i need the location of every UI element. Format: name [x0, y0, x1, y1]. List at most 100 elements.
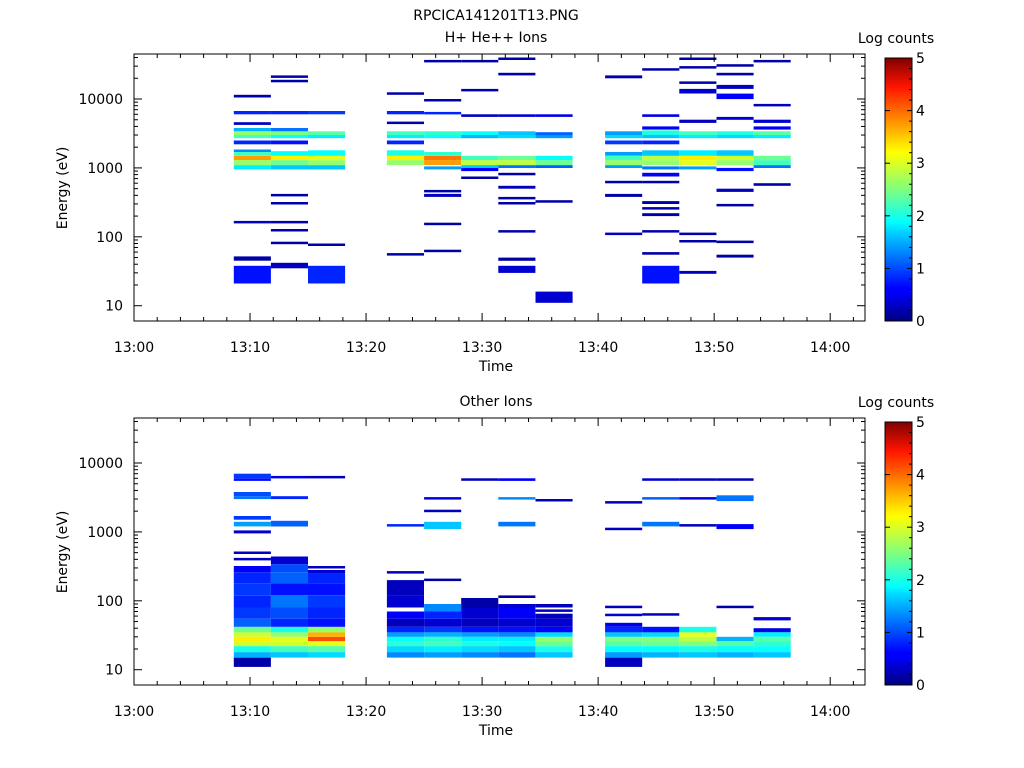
heatmap-cell [461, 114, 499, 117]
heatmap-cell [642, 265, 680, 284]
heatmap-cell [716, 636, 754, 642]
heatmap-cell [498, 155, 536, 161]
heatmap-cell [270, 241, 308, 245]
colorbar-tick-label: 1 [916, 625, 925, 641]
heatmap-cell [386, 111, 424, 115]
heatmap-cell [535, 636, 573, 642]
heatmap-cell [233, 111, 271, 115]
heatmap-cell [716, 93, 754, 100]
heatmap-cell [605, 605, 643, 609]
y-tick-label: 100 [96, 230, 123, 246]
heatmap-cell [535, 155, 573, 161]
heatmap-cell [679, 240, 717, 243]
heatmap-cell [642, 150, 680, 156]
heatmap-cell [642, 252, 680, 255]
heatmap-cell [308, 475, 346, 479]
heatmap-cell [308, 636, 346, 642]
heatmap-cell [270, 75, 308, 78]
heatmap-cell [270, 193, 308, 197]
heatmap-cell [753, 135, 791, 139]
heatmap-cell [461, 155, 499, 161]
heatmap-cell [679, 646, 717, 653]
heatmap-cell [642, 135, 680, 139]
heatmap-cell [270, 572, 308, 584]
heatmap-cell [270, 652, 308, 658]
heatmap-cell [386, 636, 424, 642]
heatmap-cell [424, 578, 462, 582]
heatmap-cell [642, 160, 680, 166]
heatmap-cell [498, 497, 536, 500]
heatmap-cell [233, 152, 271, 156]
heatmap-cell [461, 618, 499, 627]
heatmap-cell [424, 152, 462, 156]
heatmap-cell [642, 478, 680, 481]
heatmap-cell [679, 160, 717, 166]
heatmap-cell [753, 617, 791, 621]
heatmap-cell [605, 193, 643, 197]
heatmap-cell [233, 652, 271, 658]
y-tick-label: 1000 [87, 525, 123, 541]
heatmap-cell [233, 256, 271, 261]
heatmap-cell [270, 202, 308, 205]
heatmap-cell [461, 646, 499, 653]
heatmap-cell [535, 132, 573, 136]
y-axis-label: Energy (eV) [55, 147, 71, 230]
heatmap-cell [535, 646, 573, 653]
heatmap-cell [679, 636, 717, 642]
y-tick-label: 10 [105, 299, 123, 315]
colorbar-tick-label: 2 [916, 209, 925, 225]
x-tick-label: 13:00 [114, 704, 154, 720]
panel-title: H+ He++ Ions [445, 30, 548, 46]
heatmap-cell [270, 151, 308, 156]
heatmap-cell [498, 521, 536, 527]
heatmap-cell [679, 641, 717, 647]
heatmap-cell [642, 230, 680, 233]
heatmap-cell [498, 632, 536, 637]
heatmap-cell [233, 636, 271, 642]
heatmap-cell [461, 636, 499, 642]
heatmap-cell [753, 103, 791, 107]
heatmap-cell [498, 618, 536, 627]
heatmap-cell [716, 240, 754, 244]
heatmap-cell [753, 636, 791, 642]
x-tick-label: 13:20 [346, 704, 386, 720]
heatmap-cell [605, 232, 643, 236]
heatmap-cell [679, 626, 717, 633]
heatmap-cell [498, 57, 536, 60]
colorbar [884, 421, 913, 686]
heatmap-cell [498, 202, 536, 205]
heatmap-cell [716, 155, 754, 161]
heatmap-cell [642, 521, 680, 527]
heatmap-cell [233, 140, 271, 145]
heatmap-cell [605, 165, 643, 168]
heatmap-cell [535, 165, 573, 168]
heatmap-cell [679, 57, 717, 60]
heatmap-cell [716, 495, 754, 502]
heatmap-cell [642, 632, 680, 637]
heatmap-cell [753, 183, 791, 186]
colorbar [884, 57, 913, 322]
heatmap-cell [605, 180, 643, 184]
heatmap-cell [642, 126, 680, 130]
heatmap-cell [461, 607, 499, 619]
heatmap-cell [605, 75, 643, 79]
heatmap-cell [716, 64, 754, 67]
heatmap-cell [605, 160, 643, 166]
heatmap-cell [498, 265, 536, 273]
x-tick-label: 14:00 [810, 340, 850, 356]
heatmap-cell [753, 652, 791, 658]
heatmap-cell [498, 636, 536, 642]
heatmap-cell [753, 165, 791, 168]
heatmap-cell [605, 632, 643, 637]
heatmap-cell [753, 59, 791, 63]
heatmap-cell [270, 140, 308, 145]
heatmap-cell [461, 131, 499, 135]
heatmap-cell [498, 114, 536, 117]
heatmap-cell [386, 611, 424, 619]
heatmap-cell [386, 652, 424, 658]
heatmap-cell [642, 646, 680, 653]
heatmap-cell [753, 646, 791, 653]
heatmap-cell [233, 155, 271, 161]
heatmap-cell [679, 88, 717, 94]
heatmap-cell [233, 595, 271, 608]
